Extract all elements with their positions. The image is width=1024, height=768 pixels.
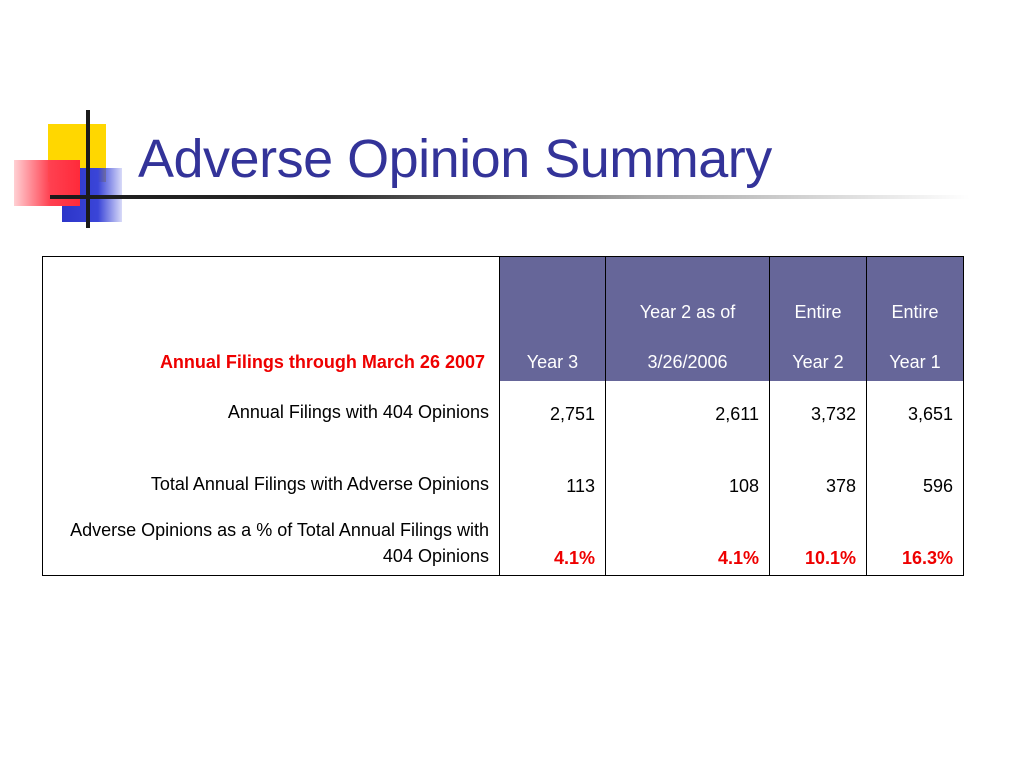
table-cell: 596: [866, 431, 964, 503]
row-label: Total Annual Filings with Adverse Opinio…: [42, 431, 500, 503]
table-header-row-bottom: Annual Filings through March 26 2007 Yea…: [42, 331, 964, 381]
table-header-label: Annual Filings through March 26 2007: [42, 331, 500, 381]
table-row: Adverse Opinions as a % of Total Annual …: [42, 503, 964, 576]
percent-cell: 16.3%: [866, 503, 964, 576]
title-underline-rule: [50, 195, 970, 199]
table-cell: 378: [769, 431, 867, 503]
percent-cell: 10.1%: [769, 503, 867, 576]
table-cell: 3,651: [866, 381, 964, 431]
percent-cell: 4.1%: [499, 503, 606, 576]
column-header-top: Year 2 as of: [605, 256, 770, 331]
column-header-top: [499, 256, 606, 331]
column-header-top: Entire: [769, 256, 867, 331]
table-cell: 2,611: [605, 381, 770, 431]
slide-logo-decoration: [0, 0, 140, 240]
row-label: Adverse Opinions as a % of Total Annual …: [42, 503, 500, 576]
table-header-row-top: Year 2 as of Entire Entire: [42, 256, 964, 331]
column-header-bottom: 3/26/2006: [605, 331, 770, 381]
table-cell: 108: [605, 431, 770, 503]
column-header-bottom: Year 2: [769, 331, 867, 381]
vertical-rule-decoration: [86, 110, 90, 228]
table-cell: 2,751: [499, 381, 606, 431]
header-label-spacer: [42, 256, 500, 331]
percent-cell: 4.1%: [605, 503, 770, 576]
red-square-decoration: [14, 160, 80, 206]
column-header-top: Entire: [866, 256, 964, 331]
table-cell: 3,732: [769, 381, 867, 431]
table-cell: 113: [499, 431, 606, 503]
table-row: Total Annual Filings with Adverse Opinio…: [42, 431, 964, 503]
column-header-bottom: Year 1: [866, 331, 964, 381]
page-title: Adverse Opinion Summary: [138, 129, 772, 189]
row-label: Annual Filings with 404 Opinions: [42, 381, 500, 431]
table-row: Annual Filings with 404 Opinions 2,751 2…: [42, 381, 964, 431]
column-header-bottom: Year 3: [499, 331, 606, 381]
adverse-opinion-table: Year 2 as of Entire Entire Annual Filing…: [42, 256, 964, 576]
